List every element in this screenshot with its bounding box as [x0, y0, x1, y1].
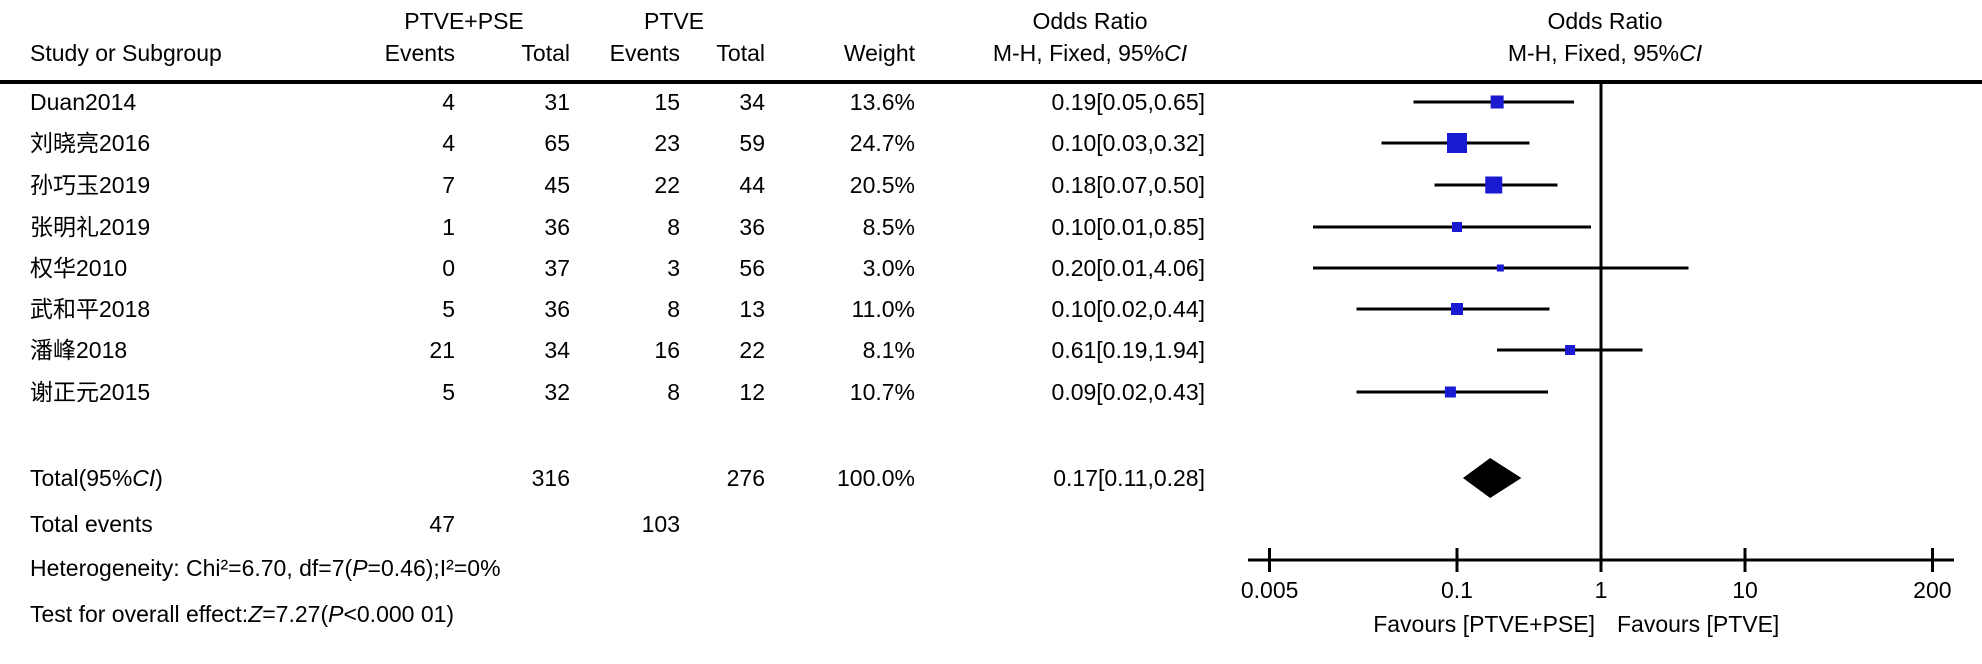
total-row-total1: 316: [531, 465, 570, 491]
total-ptve-pse: 36: [544, 296, 570, 322]
effect-square: [1485, 176, 1503, 194]
or-ci-value: 0.19[0.05,0.65]: [1051, 89, 1205, 115]
effect-square: [1490, 95, 1504, 109]
total-ptve-pse: 37: [544, 255, 570, 281]
heterogeneity-text: Heterogeneity: Chi²=6.70, df=7(P=0.46);I…: [30, 555, 501, 581]
total-ptve: 22: [739, 337, 765, 363]
events-ptve: 8: [667, 214, 680, 240]
events-ptve-pse: 1: [442, 214, 455, 240]
favours-left-label: Favours [PTVE+PSE]: [1373, 611, 1595, 637]
events-ptve-pse: 21: [429, 337, 455, 363]
total-ptve: 36: [739, 214, 765, 240]
events-ptve: 8: [667, 379, 680, 405]
odds-ratio-plot-title: Odds Ratio: [1547, 8, 1663, 34]
study-name: 张明礼2019: [30, 214, 151, 240]
or-ci-value: 0.18[0.07,0.50]: [1051, 172, 1205, 198]
total-row-label: Total(95%CI): [30, 465, 163, 491]
total-events-group1: 47: [429, 511, 455, 537]
events-ptve: 3: [667, 255, 680, 281]
total-ptve: 12: [739, 379, 765, 405]
axis-tick-label: 10: [1732, 577, 1758, 603]
overall-effect-text: Test for overall effect:Z=7.27(P<0.000 0…: [30, 601, 455, 627]
group1-header: PTVE+PSE: [404, 8, 524, 34]
effect-square: [1444, 386, 1456, 398]
events-ptve-pse: 4: [442, 89, 455, 115]
study-name: 谢正元2015: [30, 379, 151, 405]
or-ci-value: 0.61[0.19,1.94]: [1051, 337, 1205, 363]
total-row-total2: 276: [726, 465, 765, 491]
axis-tick-label: 0.005: [1241, 577, 1299, 603]
axis-tick-label: 200: [1913, 577, 1951, 603]
effect-square: [1496, 264, 1504, 272]
total2-column-header: Total: [716, 40, 765, 66]
total-ptve: 56: [739, 255, 765, 281]
total-ptve-pse: 65: [544, 130, 570, 156]
total-events-label: Total events: [30, 511, 153, 537]
total-ptve-pse: 31: [544, 89, 570, 115]
favours-right-label: Favours [PTVE]: [1617, 611, 1779, 637]
total-ptve-pse: 45: [544, 172, 570, 198]
weight-value: 3.0%: [862, 255, 915, 281]
total-ptve-pse: 34: [544, 337, 570, 363]
effect-square: [1447, 133, 1467, 153]
study-column-header: Study or Subgroup: [30, 40, 222, 66]
total-row-or: 0.17[0.11,0.28]: [1053, 465, 1205, 491]
or-ci-value: 0.10[0.03,0.32]: [1051, 130, 1205, 156]
total-ptve-pse: 36: [544, 214, 570, 240]
or-method-plot-header: M-H, Fixed, 95%CI: [1507, 40, 1703, 66]
events-ptve: 15: [654, 89, 680, 115]
events-ptve: 16: [654, 337, 680, 363]
weight-column-header: Weight: [843, 40, 915, 66]
axis-tick-label: 1: [1595, 577, 1608, 603]
effect-square: [1451, 303, 1463, 315]
events-ptve-pse: 5: [442, 296, 455, 322]
or-method-column-header: M-H, Fixed, 95%CI: [992, 40, 1188, 66]
axis-tick-label: 0.1: [1441, 577, 1473, 603]
total-diamond: [1462, 458, 1522, 498]
odds-ratio-column-title: Odds Ratio: [1032, 8, 1148, 34]
weight-value: 8.1%: [862, 337, 915, 363]
total1-column-header: Total: [521, 40, 570, 66]
events-ptve-pse: 4: [442, 130, 455, 156]
total-ptve: 44: [739, 172, 765, 198]
total-ptve: 59: [739, 130, 765, 156]
events-ptve-pse: 5: [442, 379, 455, 405]
total-ptve: 13: [739, 296, 765, 322]
study-name: Duan2014: [30, 89, 137, 115]
weight-value: 13.6%: [849, 89, 915, 115]
events2-column-header: Events: [609, 40, 680, 66]
weight-value: 10.7%: [849, 379, 915, 405]
weight-value: 20.5%: [849, 172, 915, 198]
weight-value: 24.7%: [849, 130, 915, 156]
study-name: 刘晓亮2016: [30, 130, 151, 156]
weight-value: 11.0%: [851, 296, 915, 322]
or-ci-value: 0.10[0.02,0.44]: [1051, 296, 1205, 322]
events-ptve: 22: [654, 172, 680, 198]
or-ci-value: 0.09[0.02,0.43]: [1051, 379, 1205, 405]
or-ci-value: 0.10[0.01,0.85]: [1051, 214, 1205, 240]
header-divider-rule: [0, 80, 1982, 84]
group2-header: PTVE: [643, 8, 705, 34]
or-ci-value: 0.20[0.01,4.06]: [1051, 255, 1205, 281]
events-ptve-pse: 0: [442, 255, 455, 281]
total-ptve-pse: 32: [544, 379, 570, 405]
study-name: 权华2010: [30, 255, 128, 281]
effect-square: [1565, 345, 1576, 355]
events-ptve: 8: [667, 296, 680, 322]
study-name: 武和平2018: [30, 296, 151, 322]
events1-column-header: Events: [384, 40, 455, 66]
total-row-weight: 100.0%: [836, 465, 915, 491]
effect-square: [1452, 222, 1462, 232]
weight-value: 8.5%: [862, 214, 915, 240]
events-ptve: 23: [654, 130, 680, 156]
events-ptve-pse: 7: [442, 172, 455, 198]
study-name: 孙巧玉2019: [30, 172, 151, 198]
total-ptve: 34: [739, 89, 765, 115]
total-events-group2: 103: [641, 511, 680, 537]
study-name: 潘峰2018: [30, 337, 128, 363]
